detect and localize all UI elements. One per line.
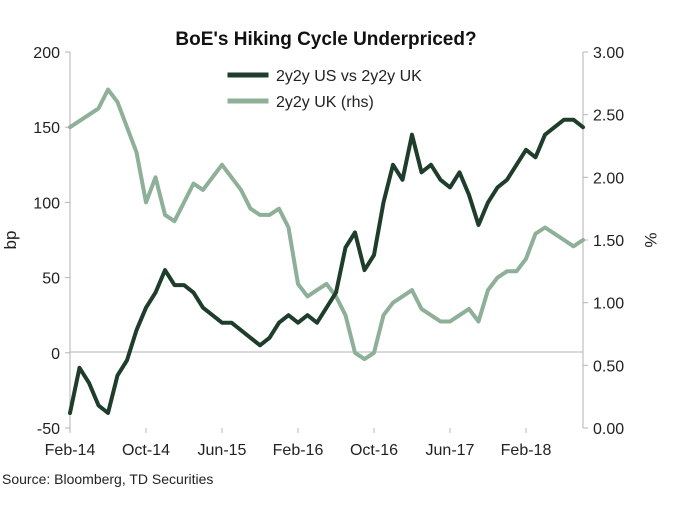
x-ticks: Feb-14 Oct-14 Jun-15 Feb-16 Oct-16 Jun-17 Feb-… (45, 428, 552, 459)
x-tick-label-1: Oct-14 (122, 442, 170, 459)
left-tick-label-3: 100 (33, 195, 60, 212)
right-axis-label: % (641, 232, 660, 247)
x-tick-label-0: Feb-14 (45, 442, 96, 459)
series-layer (68, 87, 585, 415)
series-line-spread (68, 117, 585, 415)
right-tick-label-4: 2.00 (593, 170, 624, 187)
right-tick-label-3: 1.50 (593, 233, 624, 250)
left-y-ticks: -50 0 50 100 150 200 (33, 45, 70, 438)
x-tick-label-3: Feb-16 (273, 442, 324, 459)
left-tick-label-1: 0 (51, 346, 60, 363)
right-tick-label-6: 3.00 (593, 45, 624, 62)
chart-title: BoE's Hiking Cycle Underpriced? (175, 29, 476, 50)
right-tick-label-5: 2.50 (593, 108, 624, 125)
left-tick-label-5: 200 (33, 45, 60, 62)
left-tick-label-2: 50 (42, 271, 60, 288)
right-tick-label-2: 1.00 (593, 296, 624, 313)
legend-label-uk: 2y2y UK (rhs) (276, 94, 374, 111)
x-tick-label-5: Jun-17 (426, 442, 475, 459)
source-note: Source: Bloomberg, TD Securities (2, 471, 213, 487)
legend-label-spread: 2y2y US vs 2y2y UK (276, 68, 422, 85)
series-line-uk (68, 87, 585, 362)
legend: 2y2y US vs 2y2y UK 2y2y UK (rhs) (227, 68, 422, 111)
x-tick-label-4: Oct-16 (350, 442, 398, 459)
left-tick-label-0: -50 (37, 421, 60, 438)
x-tick-label-2: Jun-15 (198, 442, 247, 459)
left-tick-label-4: 150 (33, 120, 60, 137)
x-tick-label-6: Feb-18 (501, 442, 552, 459)
left-axis-label: bp (1, 231, 20, 250)
right-y-ticks: 0.00 0.50 1.00 1.50 2.00 2.50 3.00 (583, 45, 624, 438)
right-tick-label-1: 0.50 (593, 358, 624, 375)
right-tick-label-0: 0.00 (593, 421, 624, 438)
